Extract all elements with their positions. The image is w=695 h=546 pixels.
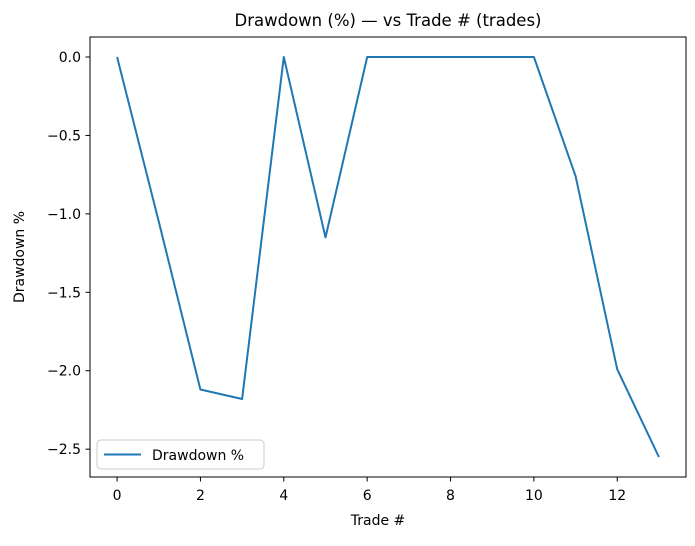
x-axis-label: Trade #	[350, 513, 406, 529]
axes-spines	[89, 36, 687, 478]
y-tick-label: −2.5	[47, 442, 81, 458]
x-tick-label: 2	[196, 488, 205, 504]
legend-frame	[96, 439, 265, 470]
y-tick-label: −2.0	[47, 364, 81, 380]
drawdown-series-line	[116, 56, 660, 458]
x-tick-label: 0	[113, 488, 122, 504]
plot-area	[90, 37, 686, 477]
x-tick-label: 8	[446, 488, 455, 504]
y-tick-label: −0.5	[47, 128, 81, 144]
y-axis-label: Drawdown %	[12, 211, 28, 303]
x-tick-label: 10	[525, 488, 543, 504]
x-tick-label: 6	[363, 488, 372, 504]
chart-title: Drawdown (%) — vs Trade # (trades)	[235, 11, 542, 30]
y-axis-ticks: 0.0 −0.5 −1.0 −1.5 −2.0 −2.5	[47, 50, 90, 458]
y-tick-label: −1.0	[47, 207, 81, 223]
x-tick-label: 12	[608, 488, 626, 504]
legend-label: Drawdown %	[152, 448, 244, 464]
x-tick-label: 4	[279, 488, 288, 504]
x-axis-ticks: 0 2 4 6 8 10 12	[113, 477, 626, 504]
legend: Drawdown %	[96, 439, 265, 470]
y-tick-label: −1.5	[47, 285, 81, 301]
y-tick-label: 0.0	[59, 50, 81, 66]
